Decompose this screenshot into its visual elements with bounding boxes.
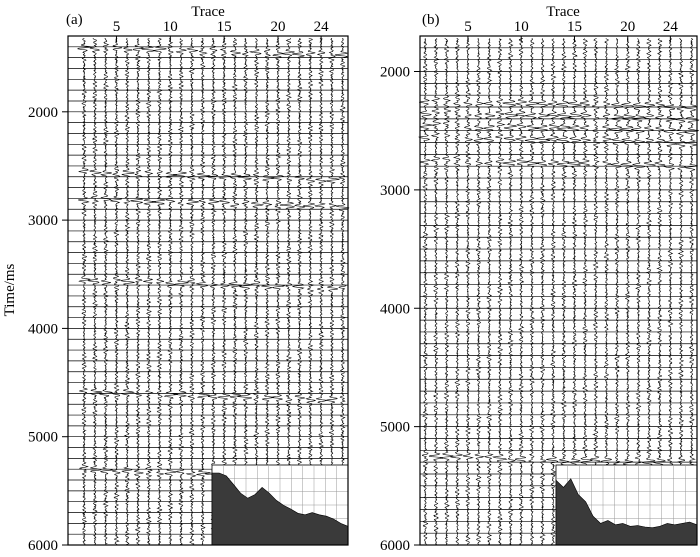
trace-wiggle: [303, 37, 317, 546]
trace-wiggle: [195, 37, 212, 546]
trace-wiggle: [577, 38, 593, 546]
trace-wiggle: [590, 38, 601, 546]
trace-wiggle: [473, 38, 485, 545]
y-axis-title: Time/ms: [2, 263, 18, 316]
trace-wiggle: [653, 38, 666, 546]
wiggle-traces: [77, 37, 350, 546]
y-tick-label: 2000: [28, 105, 58, 121]
panel-label: (b): [422, 12, 440, 28]
trace-wiggle: [98, 38, 114, 546]
trace-wiggle: [141, 37, 156, 546]
trace-wiggle: [492, 38, 508, 546]
trace-wiggle: [418, 38, 434, 545]
y-tick-label: 3000: [28, 213, 58, 229]
inset-spectrum: [211, 464, 349, 546]
x-tick-label: 24: [663, 19, 679, 35]
trace-wiggle: [600, 38, 613, 545]
y-tick-label: 6000: [28, 538, 58, 554]
x-tick-label: 24: [314, 19, 330, 35]
trace-wiggle: [228, 37, 243, 546]
y-tick-label: 4000: [380, 301, 410, 317]
trace-wiggle: [77, 38, 93, 546]
x-axis-title: Trace: [546, 4, 580, 20]
trace-wiggle: [314, 37, 328, 546]
trace-wiggle: [608, 38, 626, 546]
wiggle-traces: [418, 38, 700, 546]
x-tick-label: 5: [464, 19, 472, 35]
y-tick-label: 2000: [380, 65, 410, 81]
y-tick-label: 4000: [28, 321, 58, 337]
trace-wiggle: [151, 37, 167, 546]
x-tick-label: 10: [163, 19, 178, 35]
trace-wiggle: [217, 37, 231, 546]
trace-wiggle: [260, 38, 275, 546]
trace-wiggle: [279, 37, 296, 546]
trace-wiggle: [87, 38, 103, 546]
trace-wiggle: [675, 38, 687, 546]
trace-wiggle: [534, 38, 551, 546]
trace-wiggle: [683, 38, 700, 546]
trace-wiggle: [163, 37, 178, 546]
panel-label: (a): [66, 12, 83, 28]
trace-wiggle: [172, 38, 189, 546]
trace-wiggle: [631, 38, 647, 545]
trace-wiggle: [428, 38, 443, 546]
panel-a: 5 10 15 20 24 Trace 2000 3000 4000 5000 6000 (a): [28, 4, 350, 554]
trace-wiggle: [248, 37, 265, 546]
trace-wiggle: [110, 37, 123, 546]
plot-frame: [67, 35, 349, 546]
trace-wiggle: [514, 38, 530, 545]
trace-wiggle: [334, 37, 350, 546]
trace-wiggle: [439, 38, 454, 546]
trace-wiggle: [450, 38, 464, 545]
trace-wiggle: [185, 37, 200, 546]
x-tick-label: 5: [113, 19, 121, 35]
x-tick-label: 20: [620, 19, 635, 35]
y-tick-label: 3000: [380, 183, 410, 199]
inset-spectrum-area: [555, 478, 698, 546]
trace-wiggle: [555, 38, 572, 546]
trace-wiggle: [482, 38, 496, 545]
trace-wiggle: [524, 38, 540, 546]
x-tick-label: 10: [514, 19, 529, 35]
trace-wiggle: [291, 37, 305, 546]
trace-wiggle: [501, 38, 518, 546]
trace-wiggle: [462, 38, 474, 545]
trace-wiggle: [641, 38, 657, 545]
trace-wiggle: [566, 38, 583, 545]
trace-wiggle: [270, 37, 286, 546]
x-tick-label: 15: [217, 19, 232, 35]
x-axis-title: Trace: [191, 4, 225, 20]
trace-wiggle: [324, 37, 340, 546]
trace-wiggle: [130, 38, 144, 546]
panel-b: 5 10 15 20 24 Trace 2000 3000 4000 5000 6000 (b): [380, 4, 700, 554]
trace-wiggle: [618, 38, 637, 546]
trace-wiggle: [204, 37, 220, 546]
trace-wiggle: [236, 37, 253, 546]
y-tick-label: 6000: [380, 538, 410, 554]
trace-wiggle: [120, 37, 136, 546]
y-tick-label: 5000: [28, 430, 58, 446]
x-tick-label: 15: [567, 19, 582, 35]
plot-frame: [419, 35, 698, 546]
inset-spectrum-area: [211, 472, 349, 546]
x-tick-label: 20: [271, 19, 286, 35]
trace-wiggle: [663, 38, 678, 546]
inset-spectrum: [555, 464, 698, 546]
trace-wiggle: [545, 38, 561, 546]
y-tick-label: 5000: [380, 420, 410, 436]
